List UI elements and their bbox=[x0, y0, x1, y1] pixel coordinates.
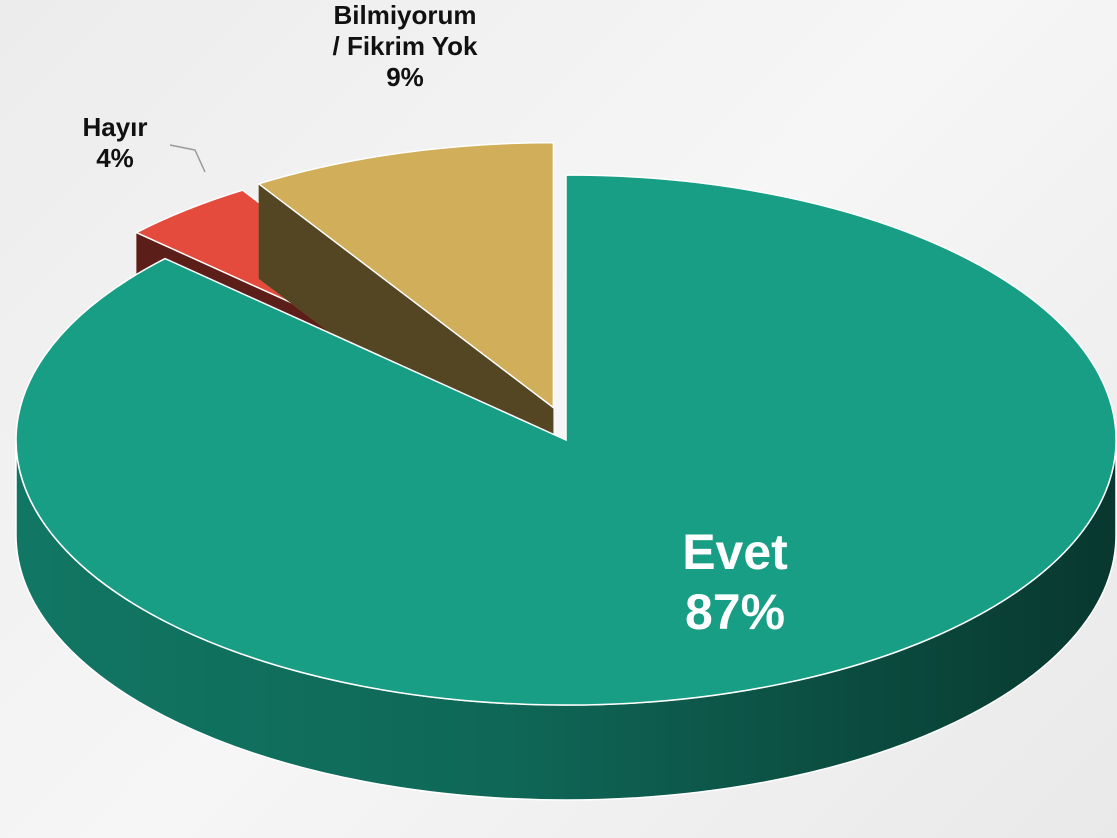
category-label: Hayır bbox=[82, 112, 148, 142]
category-label: Bilmiyorum / Fikrim Yok bbox=[332, 0, 478, 62]
slice-label: Bilmiyorum / Fikrim Yok 9% bbox=[290, 0, 520, 94]
leader-line bbox=[169, 144, 206, 173]
category-label: Evet bbox=[682, 524, 788, 580]
value-label: 9% bbox=[386, 62, 424, 93]
value-label: 4% bbox=[96, 143, 134, 174]
slice bbox=[257, 141, 555, 410]
value-label: 87% bbox=[684, 584, 786, 640]
slice-label: Evet 87% bbox=[610, 522, 860, 642]
slice-label: Hayır 4% bbox=[60, 112, 170, 174]
slice bbox=[15, 174, 1117, 706]
